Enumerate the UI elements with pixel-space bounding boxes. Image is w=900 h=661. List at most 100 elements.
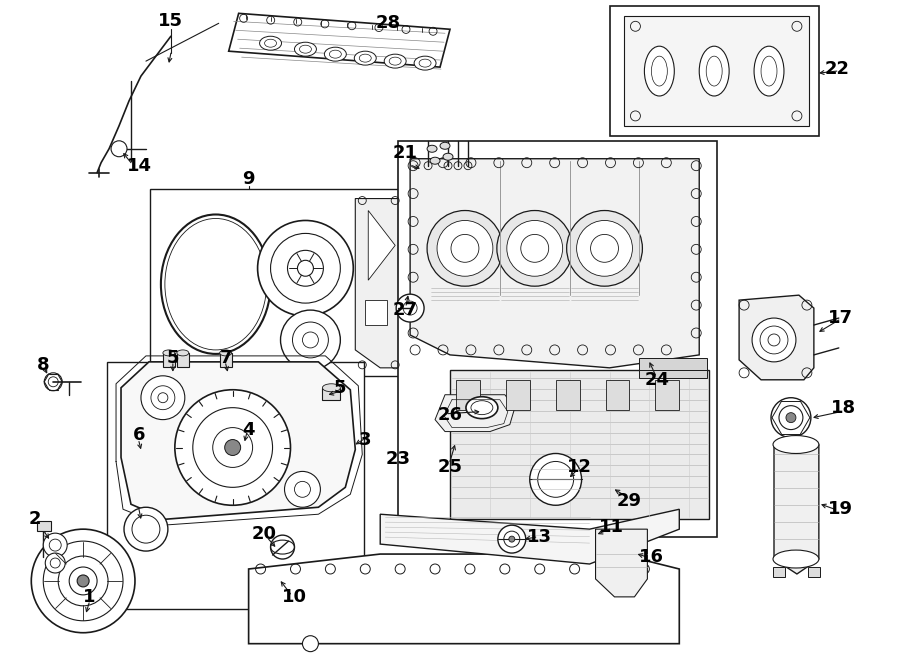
Circle shape [771,398,811,438]
Ellipse shape [322,384,340,392]
Circle shape [504,531,520,547]
Text: 10: 10 [282,588,307,606]
Ellipse shape [355,51,376,65]
Text: 16: 16 [639,548,664,566]
Text: 11: 11 [599,518,624,536]
Text: 14: 14 [127,157,151,175]
Ellipse shape [176,350,189,356]
Ellipse shape [300,45,311,53]
Circle shape [786,412,796,422]
Text: 23: 23 [386,450,410,469]
Ellipse shape [265,39,276,47]
Circle shape [396,294,424,322]
Text: 3: 3 [359,430,372,449]
Text: 19: 19 [828,500,853,518]
Circle shape [302,332,319,348]
Circle shape [752,318,796,362]
Text: 8: 8 [37,356,50,374]
Bar [150,188,401,376]
Circle shape [779,406,803,430]
Bar [176,353,189,367]
Circle shape [225,440,240,455]
Text: 5: 5 [166,349,179,367]
Text: 25: 25 [437,459,463,477]
Circle shape [302,636,319,652]
Text: 26: 26 [437,406,463,424]
Circle shape [287,251,323,286]
Circle shape [44,373,62,391]
Circle shape [530,453,581,505]
Polygon shape [380,509,680,564]
Polygon shape [229,13,450,67]
Text: 20: 20 [252,525,277,543]
Polygon shape [121,362,356,519]
Bar [107,362,364,609]
Text: 4: 4 [242,420,255,439]
Circle shape [298,260,313,276]
Text: 24: 24 [645,371,670,389]
Ellipse shape [220,350,231,356]
Circle shape [437,221,493,276]
Ellipse shape [419,59,431,67]
Circle shape [32,529,135,633]
Ellipse shape [294,42,317,56]
Bar [506,380,530,410]
Text: 18: 18 [832,399,856,416]
Circle shape [284,471,320,507]
Text: 7: 7 [220,349,232,367]
Circle shape [281,310,340,370]
Polygon shape [248,554,680,644]
Polygon shape [410,159,699,368]
Bar [639,358,707,370]
Circle shape [428,210,503,286]
Text: 2: 2 [29,510,41,528]
Ellipse shape [163,350,175,356]
Circle shape [141,376,184,420]
Text: 17: 17 [828,309,853,327]
Circle shape [58,556,108,606]
Circle shape [43,533,68,557]
Ellipse shape [430,157,440,164]
Bar [639,370,707,378]
Circle shape [497,210,572,286]
Polygon shape [435,395,515,432]
Text: 27: 27 [392,301,418,319]
Circle shape [271,233,340,303]
Text: 29: 29 [616,492,642,510]
Polygon shape [625,17,809,126]
Text: 12: 12 [567,459,592,477]
Bar [555,380,580,410]
Ellipse shape [466,397,498,418]
Bar [37,521,51,531]
Bar [655,380,680,410]
Ellipse shape [699,46,729,96]
Ellipse shape [428,145,437,152]
Bar [220,353,231,367]
Ellipse shape [773,436,819,453]
Circle shape [498,525,526,553]
Text: 15: 15 [158,13,184,30]
Circle shape [507,221,562,276]
Text: 21: 21 [392,143,418,162]
Circle shape [45,553,65,573]
Polygon shape [774,444,819,574]
Ellipse shape [440,142,450,149]
Ellipse shape [414,56,436,70]
Circle shape [175,390,291,505]
Bar [398,141,717,537]
Ellipse shape [324,47,346,61]
Polygon shape [450,370,709,519]
Text: 5: 5 [334,379,346,397]
Text: 9: 9 [242,170,255,188]
Circle shape [508,536,515,542]
Bar [609,7,819,136]
Polygon shape [596,529,647,597]
Text: 13: 13 [527,528,553,546]
Bar [322,388,340,400]
Ellipse shape [384,54,406,68]
Circle shape [124,507,168,551]
Bar [808,567,820,577]
Bar [773,567,785,577]
Circle shape [257,221,354,316]
Circle shape [577,221,633,276]
